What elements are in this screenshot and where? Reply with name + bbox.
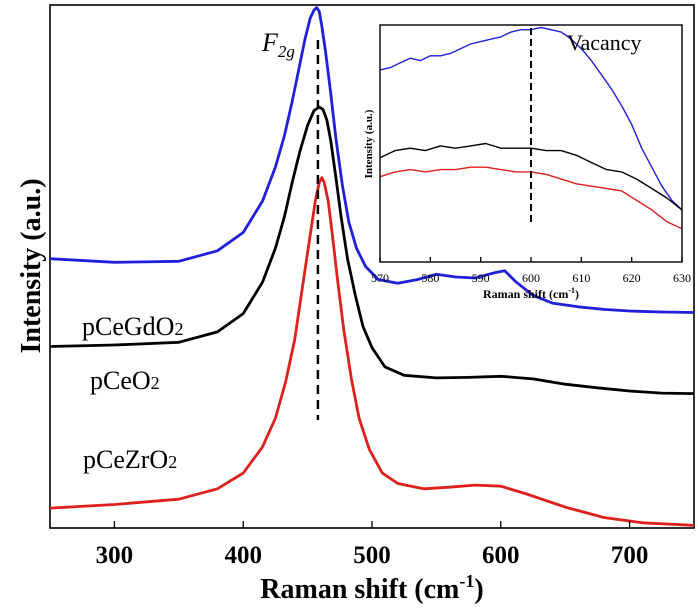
inset-series-line-pceo2 [379,142,683,211]
main-x-tick-label: 700 [611,542,649,569]
inset-x-tick-label: 620 [623,271,641,285]
main-plot: 300 400 500 600 700 F2g pCeGdO2pCeO2pCeZrO2 … [16,4,695,605]
x-axis-title: Raman shift (cm-1) [260,571,483,605]
inset-x-tick-label: 600 [522,271,540,285]
series-label-pceo2: pCeO2 [90,366,160,395]
inset-x-tick-label: 580 [421,271,439,285]
main-series-line-pceo2 [49,105,695,395]
inset-x-tick-label: 570 [371,271,389,285]
main-x-ticks: 300 400 500 600 700 [96,521,649,569]
main-series-group [49,6,695,527]
inset-x-tick-label: 610 [572,271,590,285]
inset-x-axis-title: Raman shift (cm-1) [483,286,579,301]
series-label-pcezro2: pCeZrO2 [83,445,177,474]
inset-plot: 570 580 590 600 610 620 630 Vacancy Raman shif… [363,24,691,301]
main-x-tick-label: 500 [353,542,391,569]
main-x-tick-label: 400 [224,542,262,569]
inset-x-ticks: 570 580 590 600 610 620 630 [371,257,691,285]
vacancy-label: Vacancy [567,30,642,55]
inset-x-tick-label: 630 [673,271,691,285]
inset-y-axis-title: Intensity (a.u.) [363,109,375,178]
main-x-tick-label: 300 [96,542,134,569]
main-x-tick-label: 600 [482,542,520,569]
inset-x-tick-label: 590 [472,271,490,285]
y-axis-title: Intensity (a.u.) [16,178,47,353]
series-label-pcegdo2: pCeGdO2 [82,312,183,341]
series-labels: pCeGdO2 pCeO2 pCeZrO2 [82,312,183,474]
main-series-line-pcezro2 [49,176,695,527]
main-series-line-pcegdo2 [49,6,695,314]
f2g-label: F2g [261,28,295,61]
